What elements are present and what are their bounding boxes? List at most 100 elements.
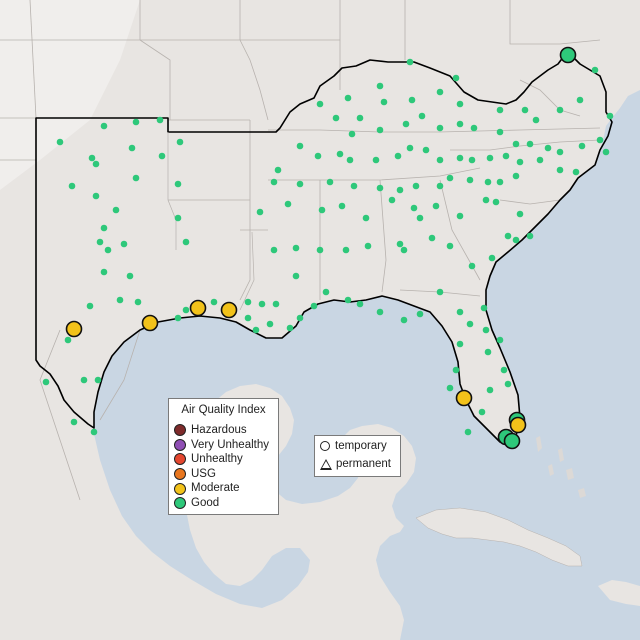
good-site-marker <box>286 324 294 332</box>
good-site-marker <box>292 272 300 280</box>
legend-item-label: Good <box>191 497 220 510</box>
good-site-marker <box>316 246 324 254</box>
highlighted-site-marker <box>141 314 159 332</box>
good-site-marker <box>176 138 184 146</box>
permanent-label: permanent <box>336 457 391 470</box>
good-site-marker <box>492 198 500 206</box>
good-site-marker <box>100 268 108 276</box>
good-site-marker <box>456 120 464 128</box>
good-site-marker <box>322 288 330 296</box>
good-site-marker <box>310 302 318 310</box>
good-site-marker <box>92 160 100 168</box>
good-site-marker <box>376 184 384 192</box>
good-site-marker <box>338 202 346 210</box>
highlighted-site-marker <box>455 389 473 407</box>
good-site-marker <box>252 326 260 334</box>
good-site-marker <box>96 238 104 246</box>
legend-item-label: USG <box>191 467 216 480</box>
legend-item-label: Moderate <box>191 482 240 495</box>
triangle-icon <box>320 458 332 470</box>
highlighted-aqi-sites <box>65 46 577 450</box>
good-site-marker <box>484 178 492 186</box>
good-site-marker <box>572 168 580 176</box>
good-site-marker <box>92 192 100 200</box>
good-site-marker <box>274 166 282 174</box>
good-site-marker <box>400 316 408 324</box>
good-site-marker <box>174 214 182 222</box>
legend-item-permanent: permanent <box>315 456 400 472</box>
good-site-marker <box>412 182 420 190</box>
good-site-marker <box>68 182 76 190</box>
good-site-marker <box>504 380 512 388</box>
good-site-marker <box>342 246 350 254</box>
good-site-marker <box>394 152 402 160</box>
good-site-marker <box>156 116 164 124</box>
monitor-type-legend: temporary permanent <box>314 435 401 477</box>
good-site-marker <box>576 96 584 104</box>
good-site-marker <box>158 152 166 160</box>
good-site-marker <box>452 366 460 374</box>
highlighted-site-marker <box>189 299 207 317</box>
good-site-marker <box>80 376 88 384</box>
good-site-marker <box>532 116 540 124</box>
good-site-marker <box>132 174 140 182</box>
good-site-marker <box>120 240 128 248</box>
legend-item-label: Hazardous <box>191 424 247 437</box>
good-site-marker <box>126 272 134 280</box>
legend-item-usg: USG <box>169 467 278 482</box>
good-site-marker <box>296 142 304 150</box>
good-site-marker <box>362 214 370 222</box>
good-swatch <box>174 497 186 510</box>
good-site-marker <box>270 246 278 254</box>
good-site-marker <box>452 74 460 82</box>
circle-icon <box>320 441 330 451</box>
highlighted-site-marker <box>220 301 238 319</box>
good-site-marker <box>416 310 424 318</box>
good-site-marker <box>70 418 78 426</box>
good-site-marker <box>602 148 610 156</box>
good-site-marker <box>422 146 430 154</box>
good-site-marker <box>402 120 410 128</box>
good-site-marker <box>516 210 524 218</box>
hazardous-swatch <box>174 424 186 437</box>
good-site-marker <box>556 106 564 114</box>
good-site-marker <box>344 94 352 102</box>
good-site-marker <box>128 144 136 152</box>
good-site-marker <box>446 384 454 392</box>
land-bahamas <box>536 436 586 498</box>
good-site-marker <box>521 106 529 114</box>
good-site-marker <box>316 100 324 108</box>
good-site-marker <box>486 386 494 394</box>
highlighted-site-marker <box>559 46 577 64</box>
good-site-marker <box>336 150 344 158</box>
legend-item-hazardous: Hazardous <box>169 423 278 438</box>
good-site-marker <box>500 366 508 374</box>
good-site-marker <box>464 428 472 436</box>
good-site-marker <box>436 156 444 164</box>
good-site-marker <box>496 128 504 136</box>
highlighted-site-marker <box>509 416 527 434</box>
good-site-marker <box>376 126 384 134</box>
good-site-marker <box>418 112 426 120</box>
good-site-marker <box>456 100 464 108</box>
good-site-marker <box>456 212 464 220</box>
good-site-marker <box>484 348 492 356</box>
good-site-marker <box>174 180 182 188</box>
good-site-marker <box>606 112 614 120</box>
region-state-lines <box>167 132 255 311</box>
good-site-marker <box>436 288 444 296</box>
good-site-marker <box>56 138 64 146</box>
aqi-legend: Air Quality Index Hazardous Very Unhealt… <box>168 398 279 515</box>
legend-item-label: Very Unhealthy <box>191 438 269 451</box>
good-site-marker <box>348 130 356 138</box>
good-site-marker <box>526 140 534 148</box>
good-site-marker <box>134 298 142 306</box>
good-site-marker <box>396 186 404 194</box>
good-site-marker <box>526 232 534 240</box>
good-site-marker <box>536 156 544 164</box>
good-site-marker <box>314 152 322 160</box>
good-site-marker <box>446 174 454 182</box>
good-site-marker <box>504 232 512 240</box>
good-site-marker <box>478 408 486 416</box>
